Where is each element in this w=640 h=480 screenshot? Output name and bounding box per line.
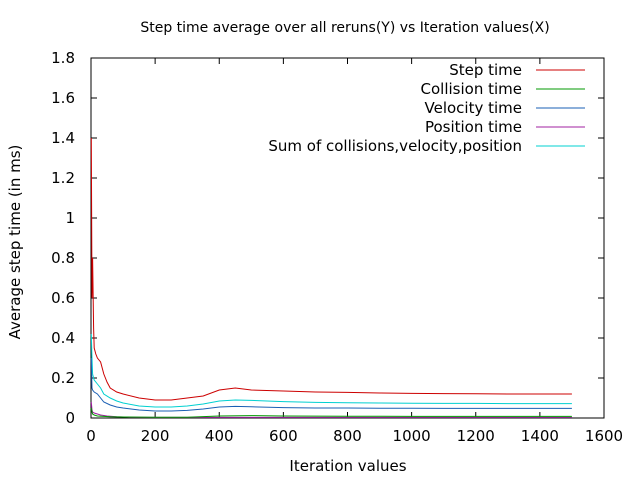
y-tick-label: 1.6 (51, 89, 75, 107)
x-tick-label: 1200 (457, 427, 495, 445)
legend-label-3: Position time (425, 118, 522, 136)
series-line-1 (90, 407, 572, 418)
legend-label-0: Step time (449, 61, 522, 79)
y-axis-label: Average step time (in ms) (6, 145, 24, 340)
legend-label-1: Collision time (421, 80, 522, 98)
y-tick-label: 0.4 (51, 329, 75, 347)
axis-ticks: 0 200 400 600 800 1000 1200 1400 1600 0 0.2 0.4 0.6 0… (51, 49, 623, 445)
series-line-2 (90, 357, 572, 412)
chart-title: Step time average over all reruns(Y) vs … (140, 20, 549, 36)
legend-label-4: Sum of collisions,velocity,position (268, 137, 522, 155)
y-tick-label: 0.6 (51, 289, 75, 307)
y-tick-label: 0.8 (51, 249, 75, 267)
legend-label-2: Velocity time (425, 99, 523, 117)
x-tick-label: 1000 (393, 427, 431, 445)
x-tick-label: 800 (333, 427, 362, 445)
x-tick-label: 1600 (585, 427, 623, 445)
x-axis-label: Iteration values (289, 457, 406, 475)
y-tick-label: 0.2 (51, 369, 75, 387)
y-tick-label: 1.2 (51, 169, 75, 187)
y-tick-label: 1.8 (51, 49, 75, 67)
x-tick-label: 1400 (521, 427, 559, 445)
x-tick-label: 400 (205, 427, 234, 445)
x-tick-label: 200 (141, 427, 170, 445)
x-tick-label: 0 (86, 427, 96, 445)
series-group (90, 137, 572, 418)
y-tick-label: 0 (65, 409, 75, 427)
x-tick-label: 600 (269, 427, 298, 445)
y-tick-label: 1.4 (51, 129, 75, 147)
series-line-0 (90, 137, 572, 401)
series-line-4 (90, 333, 572, 408)
y-tick-label: 1 (65, 209, 75, 227)
